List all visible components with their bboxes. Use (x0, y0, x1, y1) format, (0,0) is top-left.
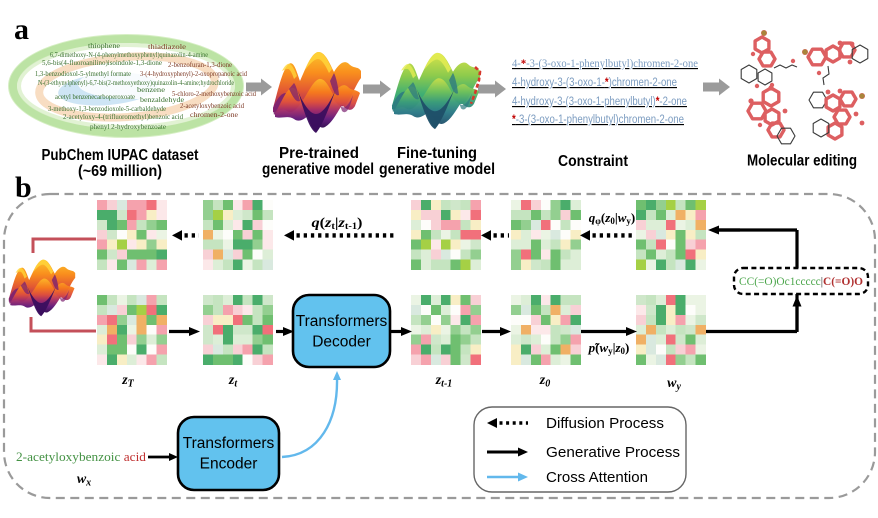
svg-text:benzaldehyde: benzaldehyde (140, 96, 184, 104)
svg-text:b: b (15, 171, 32, 204)
svg-text:p̃(wy|z0): p̃(wy|z0) (588, 340, 630, 356)
svg-text:a: a (14, 13, 29, 46)
svg-text:3-(4-hydroxyphenyl)-2-oxopropa: 3-(4-hydroxyphenyl)-2-oxopropanoic acid (140, 70, 247, 78)
svg-text:zt: zt (228, 373, 238, 390)
svg-text:Molecular editing: Molecular editing (747, 153, 857, 170)
svg-text:2-acetyloxy-4-(trifluoromethyl: 2-acetyloxy-4-(trifluoromethyl)benzoic a… (63, 113, 183, 121)
svg-text:2-acetyloxybenzoic acid: 2-acetyloxybenzoic acid (180, 102, 244, 110)
svg-text:thiadiazole: thiadiazole (148, 43, 186, 51)
svg-text:Decoder: Decoder (312, 334, 371, 351)
svg-text:qφ(z0|wy): qφ(z0|wy) (589, 210, 635, 226)
svg-text:Pre-trained: Pre-trained (279, 145, 359, 162)
svg-text:5,6-bis(4-fluoroanilino)isoind: 5,6-bis(4-fluoroanilino)isoindole-1,3-di… (42, 59, 162, 67)
svg-text:N-(3-ethynylphenyl)-6,7-bis(2-: N-(3-ethynylphenyl)-6,7-bis(2-methoxyeth… (38, 79, 234, 87)
svg-text:phenyl 2-hydroxybenzoate: phenyl 2-hydroxybenzoate (90, 123, 166, 131)
svg-text:benzene: benzene (137, 86, 165, 94)
svg-text:generative model: generative model (262, 161, 374, 178)
svg-text:4-hydroxy-3-(3-oxo-1-phenylbut: 4-hydroxy-3-(3-oxo-1-phenylbutyl)*-2-one (512, 96, 687, 108)
svg-text:z0: z0 (539, 373, 550, 390)
svg-text:4-*-3-(3-oxo-1-phenylbutyl)chr: 4-*-3-(3-oxo-1-phenylbutyl)chromen-2-one (512, 58, 698, 70)
svg-text:Transformers: Transformers (296, 313, 388, 330)
svg-text:Transformers: Transformers (183, 435, 275, 452)
svg-text:zt-1: zt-1 (435, 373, 453, 390)
svg-text:PubChem IUPAC dataset: PubChem IUPAC dataset (42, 147, 199, 164)
svg-text:wx: wx (77, 472, 91, 489)
svg-text:zT: zT (121, 373, 134, 390)
svg-text:acetyl benzenecarboperoxoate: acetyl benzenecarboperoxoate (55, 93, 135, 101)
svg-text:Cross Attention: Cross Attention (546, 470, 648, 486)
svg-text:chromen-2-one: chromen-2-one (190, 111, 238, 119)
svg-text:Fine-tuning: Fine-tuning (397, 145, 477, 162)
svg-text:CC(=O)Oc1ccccc|C(=O)O: CC(=O)Oc1ccccc|C(=O)O (739, 274, 863, 288)
svg-text:Diffusion Process: Diffusion Process (546, 416, 664, 432)
svg-text:Encoder: Encoder (200, 456, 258, 473)
svg-text:*-3-(3-oxo-1-phenylbutyl)chrom: *-3-(3-oxo-1-phenylbutyl)chromen-2-one (512, 114, 684, 126)
svg-text:(~69 million): (~69 million) (78, 163, 162, 180)
svg-text:6,7-dimethoxy-N-(4-phenylmetho: 6,7-dimethoxy-N-(4-phenylmethoxyphenyl)q… (50, 51, 208, 59)
svg-text:5-chloro-2-methoxybenzoic acid: 5-chloro-2-methoxybenzoic acid (172, 90, 256, 98)
svg-text:generative model: generative model (379, 161, 495, 178)
svg-text:4-hydroxy-3-(3-oxo-1-*)chromen: 4-hydroxy-3-(3-oxo-1-*)chromen-2-one (512, 77, 677, 89)
svg-text:Constraint: Constraint (558, 153, 628, 170)
svg-text:wy: wy (667, 376, 681, 393)
svg-text:3-methoxy-1,3-benzodioxole-5-c: 3-methoxy-1,3-benzodioxole-5-carbaldehyd… (48, 105, 166, 113)
svg-text:2-benzofuran-1,3-dione: 2-benzofuran-1,3-dione (168, 61, 232, 69)
svg-text:2-acetyloxybenzoic acid: 2-acetyloxybenzoic acid (16, 450, 147, 464)
svg-text:Generative Process: Generative Process (546, 445, 680, 461)
svg-text:1,3-benzodioxol-5-ylmethyl for: 1,3-benzodioxol-5-ylmethyl formate (35, 70, 131, 78)
svg-text:thiophene: thiophene (88, 42, 120, 50)
